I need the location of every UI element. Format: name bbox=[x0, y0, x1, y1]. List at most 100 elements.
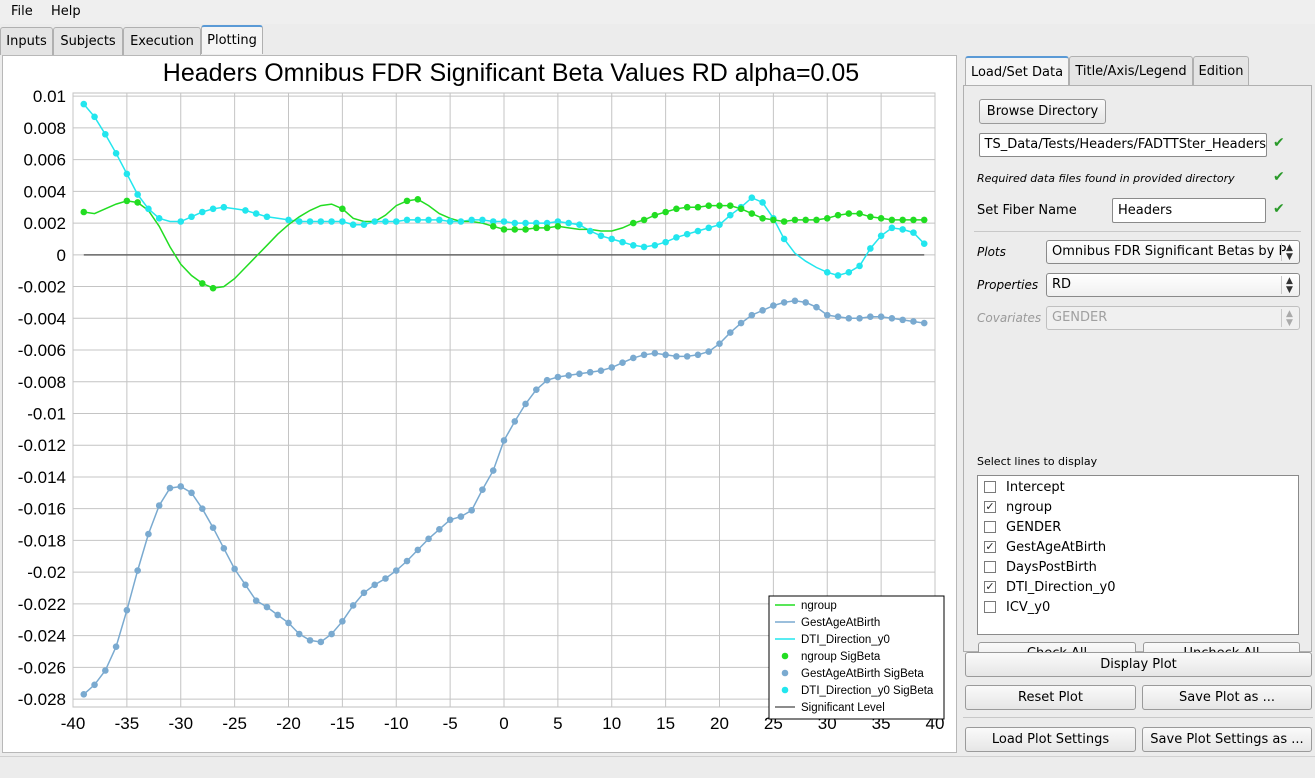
line-checkbox-dayspostbirth[interactable]: DaysPostBirth bbox=[984, 558, 1097, 576]
directory-valid-check-icon: ✔ bbox=[1273, 135, 1285, 151]
tab-title-axis-legend[interactable]: Title/Axis/Legend bbox=[1069, 56, 1193, 86]
line-checkbox-intercept[interactable]: Intercept bbox=[984, 478, 1065, 496]
sig-point-gestageatbirth bbox=[403, 557, 411, 565]
sig-point-dti_direction_y0 bbox=[694, 227, 702, 235]
menu-help[interactable]: Help bbox=[51, 4, 81, 19]
sig-point-dti_direction_y0 bbox=[285, 216, 292, 224]
covariates-select[interactable]: GENDER ▲ ▼ bbox=[1046, 306, 1300, 330]
fiber-name-input[interactable]: Headers bbox=[1112, 198, 1266, 223]
checkbox[interactable] bbox=[984, 561, 996, 573]
y-tick-label: 0 bbox=[57, 246, 66, 265]
y-tick-label: 0.006 bbox=[23, 151, 66, 170]
checkbox[interactable]: ✓ bbox=[984, 540, 996, 553]
sig-point-ngroup bbox=[533, 224, 540, 232]
covariates-label: Covariates bbox=[977, 311, 1042, 325]
checkbox[interactable] bbox=[984, 601, 996, 613]
sig-point-dti_direction_y0 bbox=[425, 216, 432, 224]
directory-input[interactable]: TS_Data/Tests/Headers/FADTTSter_Headers bbox=[979, 133, 1267, 157]
sig-point-gestageatbirth bbox=[910, 318, 917, 325]
sig-point-gestageatbirth bbox=[500, 437, 508, 444]
sig-point-gestageatbirth bbox=[554, 373, 562, 381]
sig-point-dti_direction_y0 bbox=[414, 216, 422, 224]
reset-plot-button[interactable]: Reset Plot bbox=[965, 685, 1136, 710]
sig-point-gestageatbirth bbox=[748, 311, 756, 319]
properties-label: Properties bbox=[977, 278, 1039, 292]
sig-point-dti_direction_y0 bbox=[339, 218, 346, 225]
y-tick-label: -0.012 bbox=[18, 436, 66, 455]
line-checkbox-icv-y0[interactable]: ICV_y0 bbox=[984, 598, 1050, 616]
sig-point-dti_direction_y0 bbox=[576, 221, 583, 228]
sig-point-gestageatbirth bbox=[791, 297, 799, 305]
sig-point-dti_direction_y0 bbox=[662, 238, 669, 246]
sig-point-ngroup bbox=[845, 210, 853, 217]
sig-point-gestageatbirth bbox=[565, 372, 572, 379]
browse-directory-button[interactable]: Browse Directory bbox=[979, 99, 1106, 124]
plots-select[interactable]: Omnibus FDR Significant Betas by P ▲ ▼ bbox=[1046, 240, 1300, 264]
sig-point-gestageatbirth bbox=[102, 667, 109, 674]
load-set-data-panel: Browse Directory TS_Data/Tests/Headers/F… bbox=[963, 85, 1312, 666]
sig-point-dti_direction_y0 bbox=[673, 234, 680, 241]
sig-point-ngroup bbox=[630, 219, 637, 227]
sig-point-dti_direction_y0 bbox=[910, 229, 917, 236]
tab-edition[interactable]: Edition bbox=[1193, 56, 1249, 86]
line-checkbox-dti-direction-y0[interactable]: ✓ DTI_Direction_y0 bbox=[984, 578, 1115, 596]
sig-point-dti_direction_y0 bbox=[349, 221, 357, 228]
sig-point-gestageatbirth bbox=[371, 581, 379, 589]
menu-bar: File Help bbox=[0, 0, 1315, 24]
sig-point-gestageatbirth bbox=[845, 314, 853, 322]
y-tick-label: -0.008 bbox=[18, 373, 66, 392]
sig-point-ngroup bbox=[554, 222, 562, 230]
sig-point-gestageatbirth bbox=[155, 502, 163, 509]
x-tick-label: -25 bbox=[222, 714, 247, 733]
x-tick-label: -5 bbox=[443, 714, 458, 733]
sig-point-ngroup bbox=[920, 216, 928, 224]
checkbox[interactable] bbox=[984, 481, 996, 493]
y-tick-label: -0.01 bbox=[27, 404, 66, 423]
tab-load-set-data[interactable]: Load/Set Data bbox=[965, 56, 1069, 86]
x-tick-label: -40 bbox=[61, 714, 86, 733]
save-plot-settings-as-button[interactable]: Save Plot Settings as ... bbox=[1142, 727, 1312, 752]
sig-point-dti_direction_y0 bbox=[199, 208, 206, 216]
sig-point-ngroup bbox=[877, 215, 885, 222]
tab-subjects[interactable]: Subjects bbox=[53, 27, 123, 55]
sig-point-gestageatbirth bbox=[134, 567, 141, 574]
properties-select[interactable]: RD ▲ ▼ bbox=[1046, 273, 1300, 297]
menu-file[interactable]: File bbox=[11, 4, 33, 19]
line-checkbox-ngroup[interactable]: ✓ ngroup bbox=[984, 498, 1052, 516]
save-plot-as-button[interactable]: Save Plot as ... bbox=[1142, 685, 1312, 710]
load-plot-settings-button[interactable]: Load Plot Settings bbox=[965, 727, 1136, 752]
sig-point-dti_direction_y0 bbox=[220, 203, 228, 211]
tab-plotting[interactable]: Plotting bbox=[201, 25, 263, 54]
x-tick-label: -20 bbox=[276, 714, 301, 733]
tab-execution[interactable]: Execution bbox=[123, 27, 201, 55]
sig-point-gestageatbirth bbox=[414, 546, 422, 554]
sig-point-gestageatbirth bbox=[220, 545, 228, 552]
sig-point-ngroup bbox=[780, 218, 788, 225]
lines-checklist: Intercept ✓ ngroup GENDER ✓ GestAgeAtBirth… bbox=[977, 475, 1299, 635]
checkbox[interactable]: ✓ bbox=[984, 500, 996, 513]
y-tick-label: -0.024 bbox=[18, 627, 66, 646]
sig-point-ngroup bbox=[823, 215, 831, 222]
line-checkbox-gestageatbirth[interactable]: ✓ GestAgeAtBirth bbox=[984, 538, 1106, 556]
sig-point-gestageatbirth bbox=[425, 535, 432, 543]
sig-point-ngroup bbox=[888, 216, 896, 224]
tab-inputs[interactable]: Inputs bbox=[0, 27, 53, 55]
line-checkbox-gender[interactable]: GENDER bbox=[984, 518, 1061, 536]
sig-point-ngroup bbox=[673, 205, 680, 213]
sig-point-ngroup bbox=[683, 203, 691, 211]
sig-point-dti_direction_y0 bbox=[145, 205, 152, 213]
sig-point-dti_direction_y0 bbox=[446, 218, 454, 225]
sig-point-gestageatbirth bbox=[759, 307, 766, 314]
sig-point-ngroup bbox=[414, 195, 422, 203]
display-plot-button[interactable]: Display Plot bbox=[965, 652, 1312, 677]
y-tick-label: -0.026 bbox=[18, 658, 66, 677]
y-tick-label: 0.01 bbox=[33, 87, 66, 106]
checkbox[interactable]: ✓ bbox=[984, 580, 996, 593]
sig-point-gestageatbirth bbox=[274, 611, 282, 619]
legend: ngroup GestAgeAtBirth DTI_Direction_y0ngro… bbox=[768, 595, 945, 720]
sig-point-gestageatbirth bbox=[177, 483, 185, 490]
sig-point-ngroup bbox=[748, 210, 756, 217]
sig-point-dti_direction_y0 bbox=[403, 216, 411, 224]
checkbox[interactable] bbox=[984, 521, 996, 533]
line-label: Intercept bbox=[1006, 479, 1065, 495]
